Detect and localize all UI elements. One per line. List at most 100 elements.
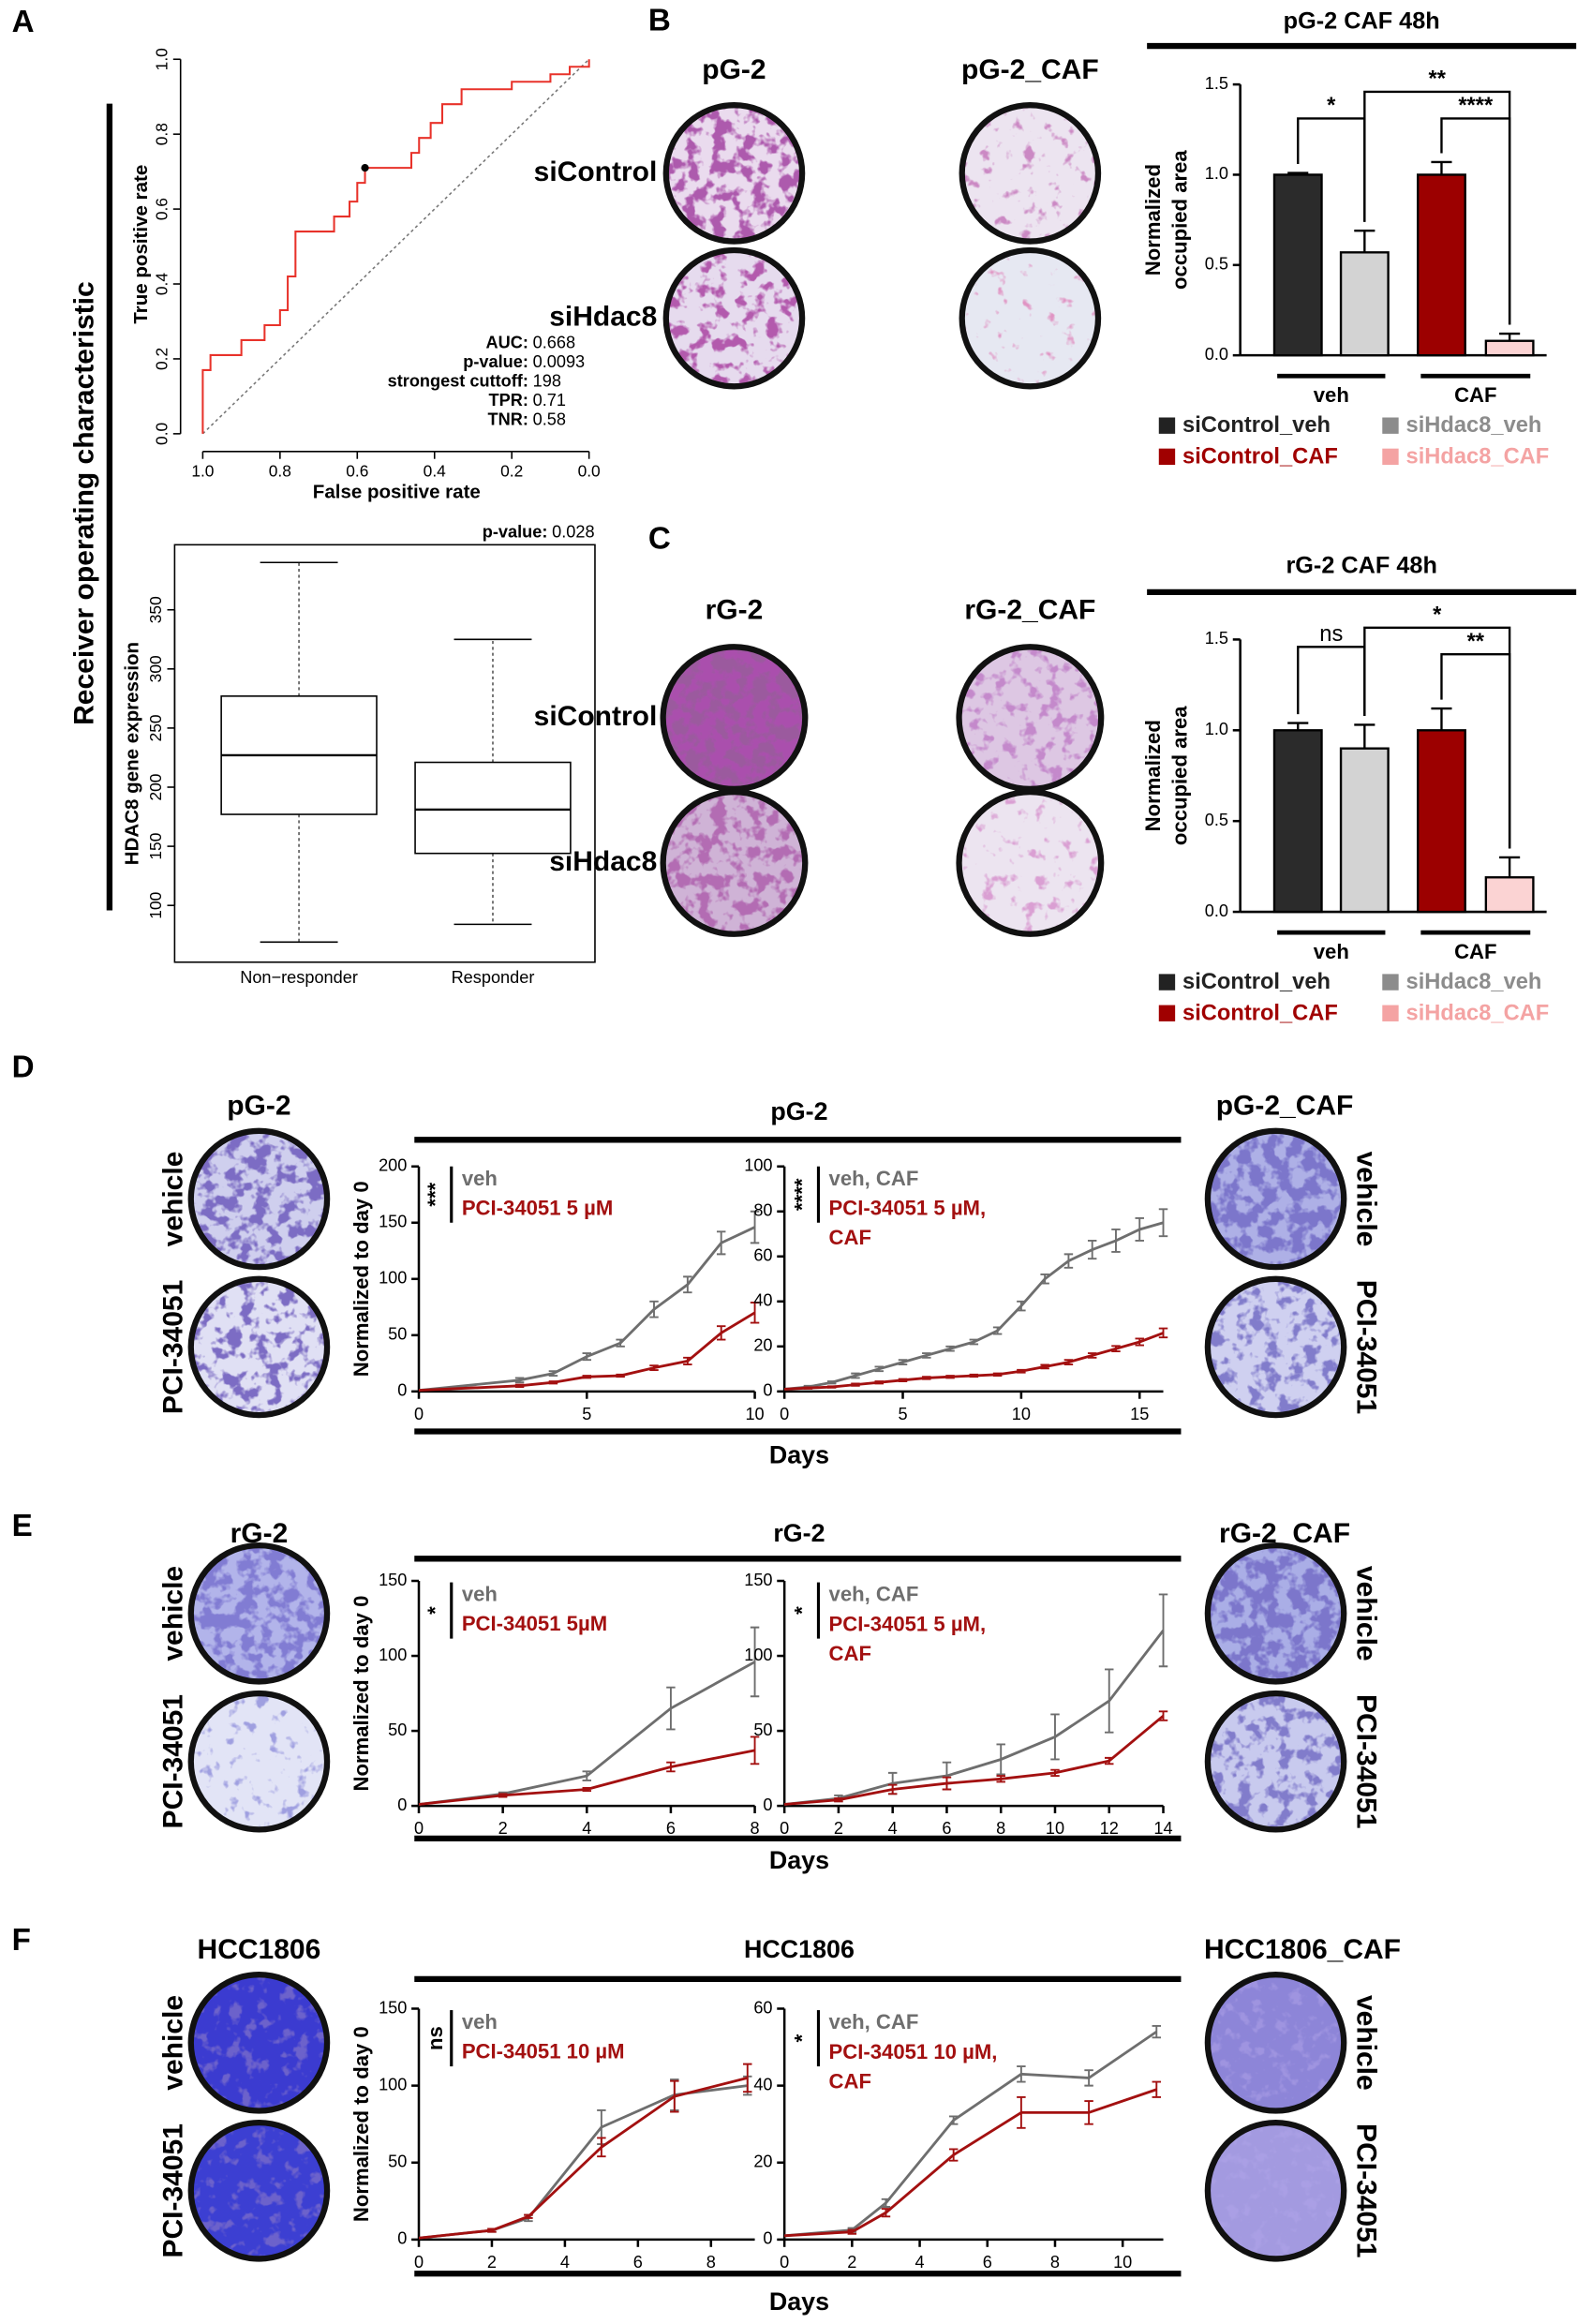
y-tick-label: 150 xyxy=(379,1571,407,1589)
colonies xyxy=(1209,1546,1343,1680)
bar xyxy=(1417,729,1466,914)
x-tick-label: 4 xyxy=(915,2253,925,2272)
y-axis-label: HDAC8 gene expression xyxy=(122,642,143,865)
x-tick-label: 0.2 xyxy=(500,462,523,481)
dish-rim xyxy=(662,246,806,390)
annotation-label: strongest cuttoff: xyxy=(388,371,528,390)
dish-row: vehicle xyxy=(157,1566,188,1661)
x-tick-label: 0.4 xyxy=(424,462,446,481)
y-tick-label: 60 xyxy=(753,1998,772,2017)
legend-swatch xyxy=(1158,1005,1176,1021)
annotation-value: 0.028 xyxy=(552,522,594,541)
x-tick-label: 8 xyxy=(1050,2253,1060,2272)
panel-letter: D xyxy=(12,1050,35,1084)
legend-label: siHdac8_veh xyxy=(1406,413,1542,438)
significance-label: ** xyxy=(1467,630,1485,654)
x-tick-label: 14 xyxy=(1153,1819,1172,1838)
significance-label: ns xyxy=(1319,622,1343,647)
legend-label: siControl_veh xyxy=(1182,413,1331,438)
dish-rim xyxy=(187,1690,331,1833)
data-line xyxy=(784,1221,1164,1391)
stat-label: *** xyxy=(424,1182,447,1206)
y-tick-label: 0.6 xyxy=(152,198,171,220)
colonies xyxy=(192,1975,326,2109)
legend-label: PCI-34051 10 µM xyxy=(462,2040,625,2063)
significance-label: * xyxy=(1433,603,1442,627)
annotation-value: 0.58 xyxy=(533,410,566,428)
panel-letter: F xyxy=(12,1923,31,1958)
x-tick-label: 4 xyxy=(888,1819,898,1838)
dish-row: vehicle xyxy=(157,1995,188,2091)
y-tick-label: 0.0 xyxy=(152,423,171,445)
y-tick-label: 1.5 xyxy=(1205,74,1228,93)
x-tick-label: 0 xyxy=(414,2253,424,2272)
x-tick-label: 0.6 xyxy=(346,462,368,481)
colonies xyxy=(963,106,1097,240)
y-axis-label: occupied area xyxy=(1167,706,1191,845)
stat-label: * xyxy=(791,2034,814,2042)
group-title: pG-2 xyxy=(770,1097,827,1125)
dish-rim xyxy=(660,788,809,937)
x-tick-label: 0 xyxy=(414,1819,424,1838)
error-bar xyxy=(1152,2080,1162,2098)
dish-column: pG-2_CAF xyxy=(1216,1090,1354,1121)
y-tick-label: 40 xyxy=(753,2075,772,2093)
y-tick-label: 100 xyxy=(379,1646,407,1664)
x-axis-label: Days xyxy=(769,2287,829,2316)
x-tick-label: 10 xyxy=(745,1405,764,1423)
dish-row: PCI-34051 xyxy=(157,1694,188,1828)
dish-rim xyxy=(1204,2119,1347,2262)
dish-rim xyxy=(1204,1690,1347,1833)
error-bar xyxy=(1287,722,1309,731)
y-tick-label: 150 xyxy=(379,1998,407,2017)
legend-label: veh xyxy=(462,1167,498,1190)
y-axis-label: True positive rate xyxy=(130,165,152,324)
annotation-value: 0.71 xyxy=(533,391,566,410)
y-tick-label: 0.0 xyxy=(1205,901,1228,920)
x-tick-label: 6 xyxy=(666,1819,676,1838)
dish-rim xyxy=(187,1972,331,2114)
dish-row: siHdac8 xyxy=(549,302,657,333)
dish-row: vehicle xyxy=(1350,1566,1381,1661)
y-tick-label: 200 xyxy=(146,774,165,801)
y-tick-label: 1.5 xyxy=(1205,629,1228,648)
y-tick-label: 0 xyxy=(763,2229,772,2248)
x-tick-label: Non−responder xyxy=(240,968,358,987)
legend-swatch xyxy=(1382,1005,1399,1021)
legend-label: siControl_veh xyxy=(1182,970,1331,994)
dish-column: HCC1806_CAF xyxy=(1204,1934,1401,1965)
annotation-value: 198 xyxy=(533,371,561,390)
significance-label: * xyxy=(1327,94,1336,118)
x-tick-label: 0 xyxy=(780,2253,789,2272)
dish-column: pG-2_CAF xyxy=(961,54,1099,85)
legend-swatch xyxy=(1158,448,1176,466)
x-tick-label: 6 xyxy=(983,2253,992,2272)
y-tick-label: 1.0 xyxy=(1205,720,1228,738)
group-label: CAF xyxy=(1454,383,1496,407)
y-tick-label: 0 xyxy=(763,1795,772,1814)
annotation-label: TPR: xyxy=(489,391,528,410)
y-tick-label: 100 xyxy=(379,2075,407,2093)
data-line xyxy=(784,2088,1157,2238)
dish-row: siControl xyxy=(534,156,658,187)
x-tick-label: 15 xyxy=(1130,1405,1149,1423)
colonies xyxy=(1209,1132,1343,1266)
x-tick-label: 6 xyxy=(633,2253,643,2272)
y-tick-label: 250 xyxy=(146,714,165,741)
legend-swatch xyxy=(1158,974,1176,991)
legend-swatch xyxy=(1382,417,1399,434)
y-tick-label: 100 xyxy=(744,1646,772,1664)
y-tick-label: 200 xyxy=(379,1156,407,1175)
y-tick-label: 0 xyxy=(397,1795,407,1814)
legend-label: PCI-34051 5µM xyxy=(462,1612,607,1635)
y-axis-label: Normalized to day 0 xyxy=(349,1596,373,1792)
significance-label: ** xyxy=(1429,67,1447,92)
x-axis-label: Days xyxy=(769,1440,829,1468)
stat-label: **** xyxy=(791,1178,814,1211)
dish-rim xyxy=(187,2119,331,2262)
colonies xyxy=(192,1132,326,1266)
bar xyxy=(1339,251,1390,357)
legend-label: siHdac8_CAF xyxy=(1406,1001,1550,1025)
x-tick-label: 0 xyxy=(414,1405,424,1423)
y-tick-label: 1.0 xyxy=(152,48,171,70)
